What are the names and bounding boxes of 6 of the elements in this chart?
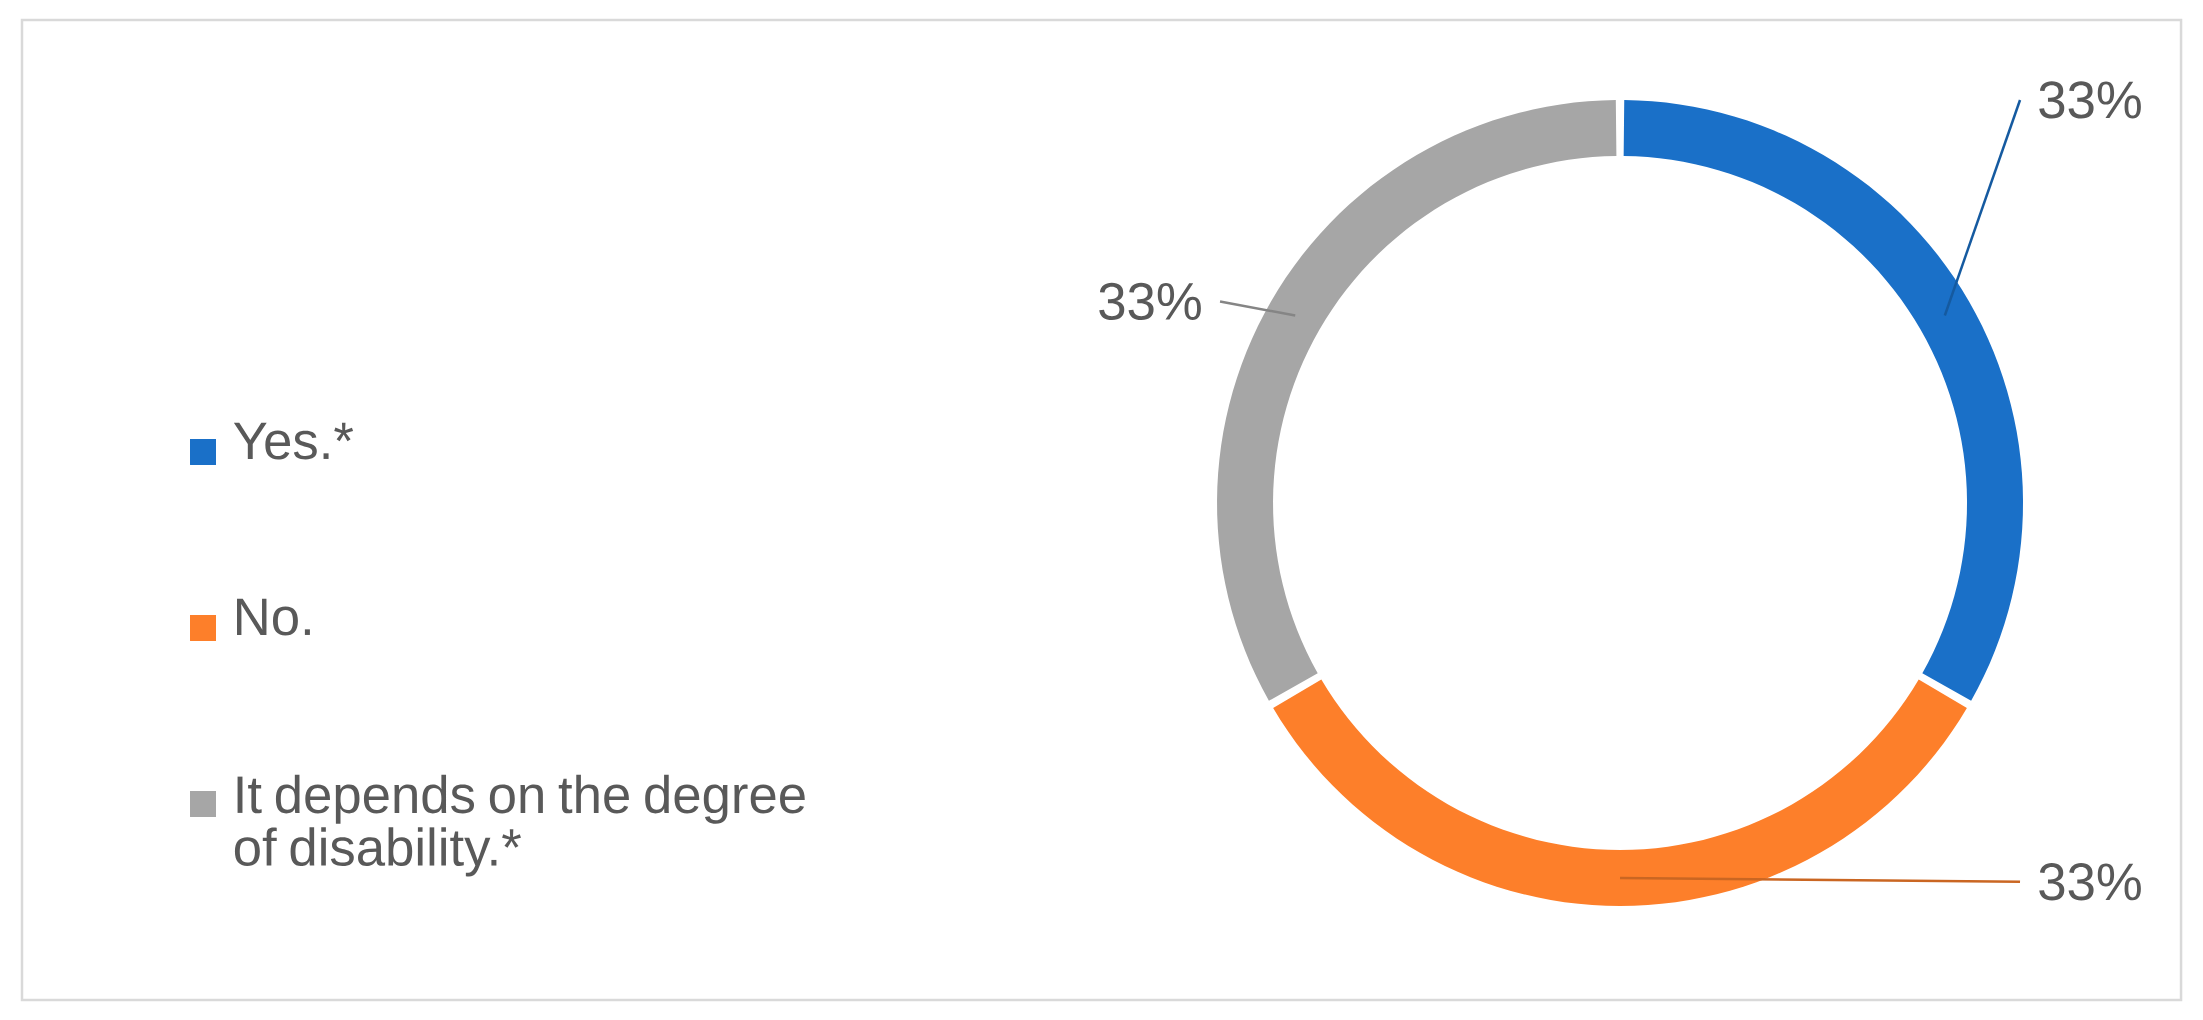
legend-label: It depends on the degree of disability.* (234, 774, 805, 877)
data-label: 33% (2039, 863, 2141, 901)
legend-label: No. (237, 598, 310, 636)
legend-label: Yes.* (233, 422, 354, 460)
data-label: 33% (2039, 81, 2141, 119)
data-label: 33% (1099, 282, 1201, 321)
